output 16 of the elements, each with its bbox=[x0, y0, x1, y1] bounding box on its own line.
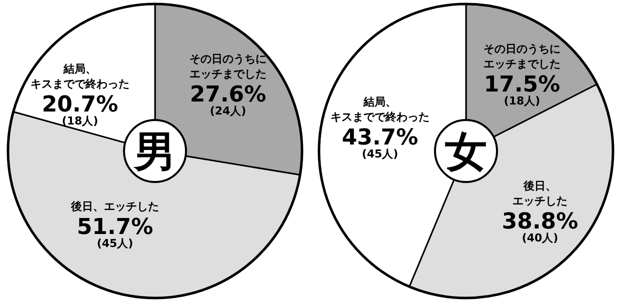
slice-label: 後日、エッチした bbox=[70, 200, 159, 213]
data-label: 17.5% bbox=[484, 72, 560, 98]
text: 男 bbox=[132, 127, 176, 176]
slice-label: その日のうちにエッチまでした bbox=[190, 52, 266, 80]
text: (24人) bbox=[210, 104, 246, 118]
slice-label: その日のうちにエッチまでした bbox=[484, 42, 560, 70]
text: (45人) bbox=[362, 148, 398, 160]
slice-label: 結局、キスまでで終わった bbox=[30, 62, 130, 90]
text: (18人) bbox=[504, 94, 540, 108]
text: (18人) bbox=[62, 114, 98, 128]
slice-label: 結局、キスまでで終わった bbox=[330, 96, 430, 124]
text: (40人) bbox=[522, 232, 558, 244]
text: (45人) bbox=[96, 237, 134, 250]
text: 女 bbox=[444, 127, 487, 176]
slice-label: 後日、エッチした bbox=[512, 180, 568, 208]
data-label: 27.6% bbox=[190, 82, 266, 108]
